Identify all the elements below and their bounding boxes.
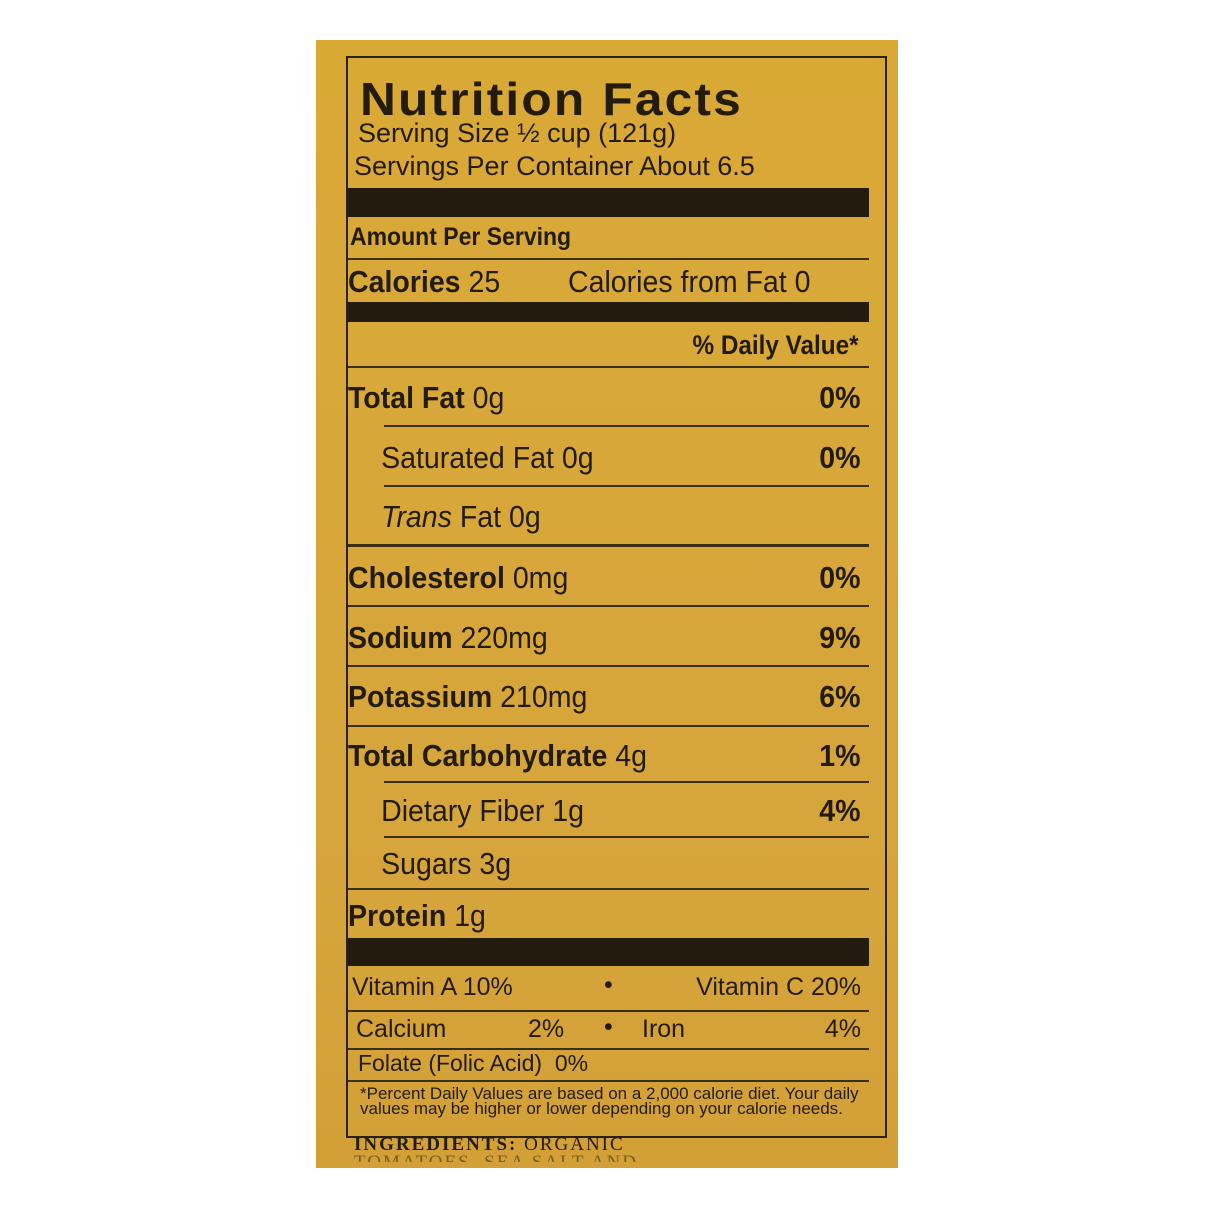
divider xyxy=(348,605,869,607)
ingredients-text: ORGANIC xyxy=(524,1134,625,1155)
calcium-dv: 2% xyxy=(528,1015,565,1043)
medium-divider xyxy=(348,302,869,322)
label-title: Nutrition Facts xyxy=(360,73,743,125)
divider xyxy=(348,725,869,727)
divider xyxy=(384,781,869,783)
iron: Iron xyxy=(642,1015,686,1043)
nutrient-row-sodium: Sodium 220mg 9% xyxy=(348,620,861,655)
footnote: *Percent Daily Values are based on a 2,0… xyxy=(360,1084,859,1118)
nutrition-facts-panel: Nutrition Facts Serving Size ½ cup (121g… xyxy=(346,56,887,1138)
nutrient-row-trans-fat: Trans Fat 0g xyxy=(381,499,541,534)
bullet: • xyxy=(604,1013,613,1041)
amount-per-serving: Amount Per Serving xyxy=(350,223,572,251)
nutrient-row-dietary-fiber: Dietary Fiber 1g 4% xyxy=(381,793,861,828)
divider xyxy=(384,485,869,487)
calories-from-fat: Calories from Fat 0 xyxy=(568,264,811,299)
calories-value: 25 xyxy=(468,264,501,299)
bullet: • xyxy=(604,971,613,999)
thick-divider xyxy=(348,938,869,966)
nutrient-row-total-fat: Total Fat 0g 0% xyxy=(348,380,861,415)
ingredients: INGREDIENTS: ORGANIC xyxy=(354,1134,625,1156)
nutrient-row-saturated-fat: Saturated Fat 0g 0% xyxy=(381,440,861,475)
nutrient-row-protein: Protein 1g xyxy=(348,898,486,933)
daily-value-header: % Daily Value* xyxy=(692,330,859,360)
nutrition-label: Nutrition Facts Serving Size ½ cup (121g… xyxy=(316,40,898,1168)
thick-divider xyxy=(348,188,869,217)
divider xyxy=(384,836,869,838)
divider xyxy=(348,888,869,890)
nutrient-row-cholesterol: Cholesterol 0mg 0% xyxy=(348,560,861,595)
divider xyxy=(384,425,869,427)
divider xyxy=(348,1048,869,1050)
nutrient-row-potassium: Potassium 210mg 6% xyxy=(348,679,861,714)
divider xyxy=(348,366,869,368)
divider xyxy=(348,544,869,547)
calories-row: Calories 25 xyxy=(348,264,500,300)
vitamin-a: Vitamin A 10% xyxy=(352,973,513,1001)
servings-per-container: Servings Per Container About 6.5 xyxy=(354,151,755,181)
ingredients-label: INGREDIENTS: xyxy=(354,1134,518,1155)
divider xyxy=(348,1010,869,1012)
nutrient-row-total-carbohydrate: Total Carbohydrate 4g 1% xyxy=(348,738,861,773)
calories-label: Calories xyxy=(348,264,461,299)
divider xyxy=(348,665,869,667)
nutrient-row-sugars: Sugars 3g xyxy=(381,846,512,881)
ingredients-partial: TOMATOES, SEA SALT AND xyxy=(354,1152,638,1162)
divider xyxy=(348,258,869,260)
iron-dv: 4% xyxy=(824,1015,861,1043)
calcium: Calcium xyxy=(356,1015,447,1043)
vitamin-c: Vitamin C 20% xyxy=(696,973,861,1001)
divider xyxy=(348,1080,869,1082)
folate: Folate (Folic Acid) 0% xyxy=(358,1050,589,1076)
serving-size: Serving Size ½ cup (121g) xyxy=(358,118,677,148)
